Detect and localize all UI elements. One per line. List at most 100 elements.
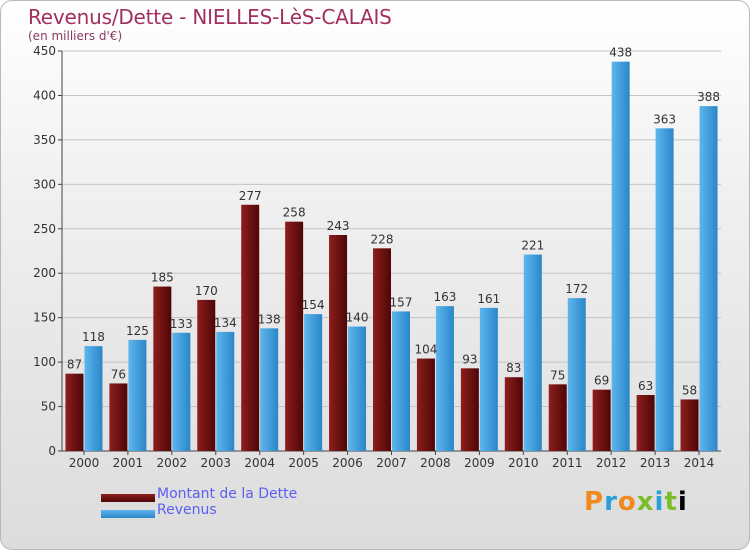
data-label-revenus: 138 xyxy=(258,312,281,326)
bar-revenus xyxy=(260,328,279,451)
axis-layer: 0 50 100 150 200 250 300 350 400 450 2000 2001 2002 2… xyxy=(33,44,721,470)
bar-revenus xyxy=(172,332,191,451)
x-tick-label: 2000 xyxy=(69,456,100,470)
bar-revenus xyxy=(216,331,235,451)
x-tick-label: 2010 xyxy=(508,456,539,470)
data-label-revenus: 134 xyxy=(214,316,237,330)
y-tick-label: 350 xyxy=(33,133,56,147)
bar-dette xyxy=(153,286,172,451)
data-label-dette: 87 xyxy=(67,358,82,372)
data-label-dette: 170 xyxy=(195,284,218,298)
bar-revenus xyxy=(435,306,454,451)
bar-dette xyxy=(65,373,84,451)
logo-letter: t xyxy=(664,487,678,517)
legend-swatch-dette xyxy=(101,494,155,502)
bar-dette xyxy=(109,383,128,451)
bar-revenus xyxy=(655,128,674,451)
bar-revenus xyxy=(479,307,498,451)
x-tick-label: 2009 xyxy=(464,456,495,470)
bar-revenus xyxy=(304,314,323,451)
bar-dette xyxy=(680,399,699,451)
data-label-dette: 83 xyxy=(506,361,521,375)
x-tick-label: 2005 xyxy=(288,456,319,470)
data-label-revenus: 157 xyxy=(390,295,413,309)
proxiti-logo: Proxiti xyxy=(584,487,688,517)
bar-revenus xyxy=(523,254,542,451)
y-tick-label: 100 xyxy=(33,355,56,369)
bar-dette xyxy=(460,368,479,451)
data-label-dette: 243 xyxy=(327,219,350,233)
y-tick-label: 200 xyxy=(33,266,56,280)
data-label-dette: 228 xyxy=(371,232,394,246)
bar-dette xyxy=(592,389,611,451)
data-label-revenus: 154 xyxy=(302,298,325,312)
chart-title: Revenus/Dette - NIELLES-LèS-CALAIS xyxy=(28,5,392,29)
logo-letter: P xyxy=(584,487,605,517)
bar-dette xyxy=(548,384,567,451)
bar-dette xyxy=(241,204,260,451)
bar-revenus xyxy=(84,346,103,451)
data-label-revenus: 172 xyxy=(565,282,588,296)
data-label-revenus: 388 xyxy=(697,90,720,104)
x-tick-label: 2001 xyxy=(113,456,144,470)
data-label-dette: 185 xyxy=(151,271,174,285)
x-tick-label: 2002 xyxy=(157,456,188,470)
logo-letter: o xyxy=(617,487,637,517)
bar-revenus xyxy=(348,326,367,451)
x-tick-label: 2011 xyxy=(552,456,583,470)
data-label-revenus: 161 xyxy=(477,292,500,306)
bar-dette xyxy=(329,235,348,451)
x-tick-label: 2008 xyxy=(420,456,451,470)
data-label-dette: 75 xyxy=(550,368,565,382)
bar-dette xyxy=(373,248,391,451)
data-label-dette: 63 xyxy=(638,379,653,393)
x-tick-label: 2004 xyxy=(244,456,275,470)
bar-dette xyxy=(636,395,655,451)
logo-letter: x xyxy=(636,487,655,517)
x-tick-label: 2006 xyxy=(332,456,363,470)
data-label-dette: 93 xyxy=(462,352,477,366)
grid-layer xyxy=(62,50,721,408)
legend-label-revenus: Revenus xyxy=(157,502,217,518)
x-tick-label: 2013 xyxy=(640,456,671,470)
bar-dette xyxy=(285,221,304,451)
bar-dette xyxy=(504,377,523,451)
y-tick-label: 250 xyxy=(33,222,56,236)
data-label-dette: 76 xyxy=(111,367,126,381)
legend-swatch-revenus xyxy=(101,510,155,518)
data-label-revenus: 163 xyxy=(433,290,456,304)
logo-letter: r xyxy=(604,487,618,517)
bar-revenus xyxy=(611,61,630,452)
x-tick-label: 2012 xyxy=(596,456,627,470)
data-label-dette: 277 xyxy=(239,189,262,203)
data-label-revenus: 125 xyxy=(126,324,149,338)
bar-dette xyxy=(197,299,216,451)
data-label-revenus: 221 xyxy=(521,239,544,253)
y-tick-label: 450 xyxy=(33,44,56,58)
bar-revenus xyxy=(392,311,410,451)
data-label-dette: 58 xyxy=(682,383,697,397)
data-label-dette: 69 xyxy=(594,374,609,388)
y-tick-label: 150 xyxy=(33,311,56,325)
data-label-revenus: 140 xyxy=(346,311,369,325)
y-tick-label: 400 xyxy=(33,88,56,102)
data-label-revenus: 363 xyxy=(653,112,676,126)
chart-subtitle: (en milliers d'€) xyxy=(28,29,123,43)
x-tick-label: 2014 xyxy=(684,456,715,470)
y-tick-label: 50 xyxy=(41,400,56,414)
data-label-revenus: 133 xyxy=(170,317,193,331)
bar-revenus xyxy=(567,298,586,451)
data-label-revenus: 438 xyxy=(609,46,632,60)
x-tick-label: 2003 xyxy=(200,456,231,470)
data-label-revenus: 118 xyxy=(82,330,105,344)
bar-revenus xyxy=(128,339,147,451)
bar-revenus xyxy=(699,106,718,451)
x-tick-label: 2007 xyxy=(376,456,407,470)
logo-letter: i xyxy=(654,487,665,517)
logo-letter: i xyxy=(677,487,688,517)
data-label-dette: 104 xyxy=(414,343,437,357)
bar-dette xyxy=(416,358,435,451)
